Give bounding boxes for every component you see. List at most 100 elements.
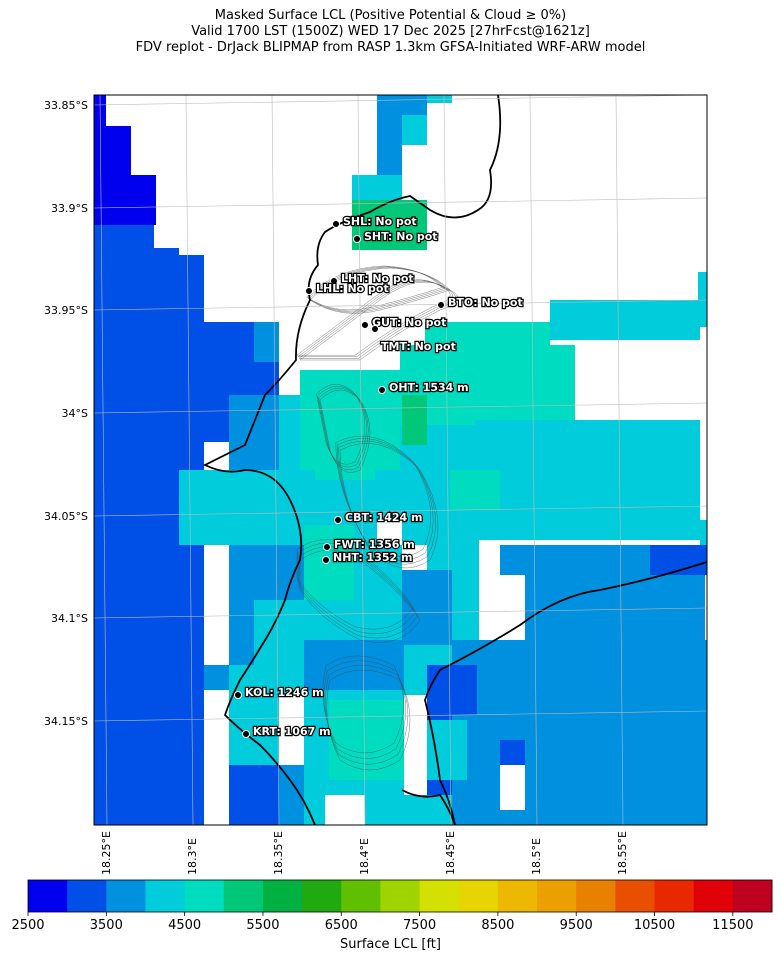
grid-lon-line: [185, 95, 194, 825]
station-dot: [234, 691, 242, 699]
lcl-cell: [377, 115, 402, 175]
station-label: TMT: No pot: [381, 340, 456, 353]
contour-line: [339, 443, 439, 569]
lcl-cell: [106, 126, 131, 226]
contour-line: [335, 435, 432, 558]
station-dot: [371, 325, 379, 333]
lcl-cell: [402, 115, 427, 145]
latitude-label: 34°S: [62, 407, 88, 420]
grid-lat-line: [94, 197, 707, 209]
grid-lat-line: [94, 607, 707, 619]
colorbar-segment: [654, 880, 695, 912]
colorbar-segment: [732, 880, 773, 912]
colorbar-segment: [693, 880, 734, 912]
station-label: LHL: No pot: [316, 282, 389, 295]
colorbar-label: Surface LCL [ft]: [340, 937, 441, 952]
lcl-cell: [527, 640, 707, 825]
station-label: FWT: 1356 m: [334, 538, 415, 551]
lcl-cell: [229, 470, 304, 545]
lcl-cell: [700, 520, 707, 550]
contour-line: [308, 267, 448, 313]
longitude-label: 18.3°E: [186, 838, 199, 875]
station-label: NHT: 1352 m: [333, 551, 412, 564]
colorbar-segment: [537, 880, 577, 912]
grid-lon-line: [271, 95, 280, 825]
colorbar-segment: [576, 880, 616, 912]
station-label: OHT: 1534 m: [389, 381, 469, 394]
lcl-cell: [400, 345, 575, 425]
lcl-cell: [94, 95, 106, 225]
chart-title: Masked Surface LCL (Positive Potential &…: [0, 8, 781, 56]
station-label: LHT: No pot: [341, 272, 414, 285]
grid-lon-line: [529, 95, 538, 825]
station-dot: [305, 287, 313, 295]
lcl-cell: [698, 272, 707, 327]
colorbar-segment: [497, 880, 538, 912]
colorbar-segment: [262, 880, 303, 912]
graticule: [94, 95, 707, 825]
title-line-2: Valid 1700 LST (1500Z) WED 17 Dec 2025 […: [191, 24, 590, 39]
colorbar-segment: [184, 880, 225, 912]
lcl-cell: [229, 395, 279, 470]
station-dot: [334, 516, 342, 524]
contour-line: [316, 384, 366, 465]
lcl-cell: [402, 395, 427, 445]
contour-line: [336, 438, 434, 561]
latitude-label: 33.95°S: [44, 304, 88, 317]
colorbar-segment: [615, 880, 656, 912]
longitude-label: 18.35°E: [272, 831, 285, 875]
lcl-cell: [229, 765, 279, 825]
station-dot: [322, 556, 330, 564]
contour-line: [338, 440, 436, 565]
grid-lon-line: [357, 95, 366, 825]
station-label: KRT: 1067 m: [253, 725, 331, 738]
station-dot: [323, 543, 331, 551]
grid-lat-line: [94, 505, 707, 517]
lcl-cell: [525, 420, 700, 480]
contour-line: [298, 546, 419, 639]
grid-lon-line: [615, 95, 624, 825]
latitude-label: 34.1°S: [51, 612, 88, 625]
lcl-cell: [179, 470, 229, 545]
colorbar-segment: [341, 880, 381, 912]
colorbar-segment: [28, 880, 68, 912]
colorbar-segment: [67, 880, 107, 912]
longitude-label: 18.55°E: [616, 831, 629, 875]
lcl-cell: [450, 470, 500, 510]
colorbar-segment: [223, 880, 264, 912]
grid-lat-line: [94, 299, 707, 311]
station-label: BTO: No pot: [448, 296, 523, 309]
contour-line: [309, 267, 451, 314]
grid-lat-line: [94, 402, 707, 414]
station-dot: [353, 235, 361, 243]
masked-cell: [377, 520, 402, 545]
lcl-cell: [500, 545, 525, 575]
station-dot: [437, 301, 445, 309]
station-dot: [330, 277, 338, 285]
lcl-cell: [131, 175, 156, 225]
lcl-cell: [402, 570, 452, 645]
contour-line: [307, 266, 446, 312]
lcl-cell: [402, 795, 452, 825]
contour-line: [318, 387, 369, 471]
colorbar: [27, 879, 773, 916]
terrain-contours: [296, 265, 459, 771]
station-label: SHL: No pot: [343, 215, 417, 228]
latitude-labels: 33.85°S 33.9°S 33.95°S 34°S 34.05°S 34.1°S 34.…: [44, 99, 88, 728]
contour-line: [306, 265, 443, 311]
colorbar-segment: [302, 880, 342, 912]
station-label: GUT: No pot: [372, 316, 446, 329]
longitude-label: 18.45°E: [444, 831, 457, 875]
masked-cell: [500, 765, 525, 810]
lcl-cell: [229, 665, 279, 765]
grid-lat-line: [94, 95, 707, 106]
colorbar-segment: [458, 880, 499, 912]
coastline: [202, 95, 707, 825]
latitude-label: 34.05°S: [44, 510, 88, 523]
lcl-cell: [500, 740, 525, 765]
lcl-cell: [94, 225, 154, 255]
title-line-3: FDV replot - DrJack BLIPMAP from RASP 1.…: [135, 40, 646, 55]
contour-line: [299, 549, 421, 643]
latitude-label: 34.15°S: [44, 715, 88, 728]
lcl-cell: [254, 322, 279, 362]
